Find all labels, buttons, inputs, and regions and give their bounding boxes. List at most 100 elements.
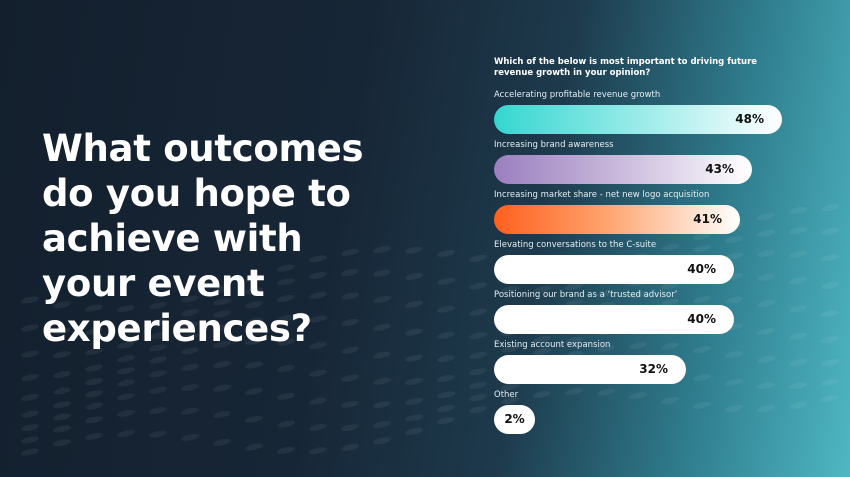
wave-dash bbox=[277, 294, 295, 302]
wave-dash bbox=[373, 420, 391, 428]
wave-dash bbox=[725, 404, 743, 412]
wave-dash bbox=[565, 388, 583, 396]
wave-dash bbox=[629, 291, 647, 299]
wave-dash bbox=[149, 332, 167, 340]
wave-dash bbox=[181, 407, 199, 415]
wave-dash bbox=[789, 277, 807, 285]
bar-category-label: Positioning our brand as a ‘trusted advi… bbox=[494, 290, 678, 300]
wave-dash bbox=[53, 327, 71, 335]
wave-dash bbox=[469, 406, 487, 414]
wave-dash bbox=[117, 305, 135, 313]
wave-dash bbox=[21, 374, 39, 382]
wave-dash bbox=[821, 359, 839, 367]
wave-dash bbox=[693, 296, 711, 304]
wave-dash bbox=[565, 282, 583, 290]
wave-dash bbox=[149, 430, 167, 438]
wave-dash bbox=[469, 254, 487, 262]
wave-dash bbox=[53, 413, 71, 421]
bar-item: Accelerating profitable revenue growth 48… bbox=[494, 90, 794, 140]
bar-value-label: 48% bbox=[735, 112, 764, 126]
wave-dash bbox=[757, 250, 775, 258]
wave-dash bbox=[469, 368, 487, 376]
bar: 43% bbox=[494, 155, 752, 184]
wave-dash bbox=[789, 250, 807, 258]
wave-dash bbox=[341, 443, 359, 451]
wave-dash bbox=[213, 340, 231, 348]
wave-dash bbox=[53, 387, 71, 395]
bar-item: Elevating conversations to the C-suite 40… bbox=[494, 240, 794, 290]
bar-value-label: 43% bbox=[705, 162, 734, 176]
wave-dash bbox=[469, 332, 487, 340]
wave-dash bbox=[437, 417, 455, 425]
wave-dash bbox=[181, 333, 199, 341]
wave-dash bbox=[149, 356, 167, 364]
wave-dash bbox=[757, 328, 775, 336]
wave-dash bbox=[341, 400, 359, 408]
wave-dash bbox=[245, 415, 263, 423]
wave-dash bbox=[725, 296, 743, 304]
wave-dash bbox=[85, 378, 103, 386]
wave-dash bbox=[245, 387, 263, 395]
wave-dash bbox=[309, 341, 327, 349]
wave-dash bbox=[501, 397, 519, 405]
wave-dash bbox=[277, 264, 295, 272]
wave-dash bbox=[149, 302, 167, 310]
wave-dash bbox=[309, 255, 327, 263]
wave-dash bbox=[821, 395, 839, 403]
wave-dash bbox=[661, 298, 679, 306]
wave-dash bbox=[405, 300, 423, 308]
wave-dash bbox=[85, 390, 103, 398]
wave-dash bbox=[117, 325, 135, 333]
wave-dash bbox=[629, 392, 647, 400]
wave-dash bbox=[341, 269, 359, 276]
wave-dash bbox=[21, 394, 39, 402]
wave-dash bbox=[533, 348, 551, 356]
wave-dash bbox=[21, 424, 39, 432]
wave-dash bbox=[405, 414, 423, 422]
wave-dash bbox=[405, 328, 423, 336]
wave-dash bbox=[21, 410, 39, 418]
wave-dash bbox=[341, 318, 359, 326]
wave-dash bbox=[757, 213, 775, 221]
wave-dash bbox=[373, 269, 391, 277]
wave-dash bbox=[821, 254, 839, 262]
wave-dash bbox=[21, 448, 39, 456]
wave-dash bbox=[341, 292, 359, 300]
wave-dash bbox=[661, 342, 679, 350]
wave-dash bbox=[789, 382, 807, 390]
wave-dash bbox=[149, 386, 167, 394]
wave-dash bbox=[309, 292, 327, 299]
wave-dash bbox=[693, 233, 711, 241]
wave-dash bbox=[213, 438, 231, 446]
wave-dash bbox=[213, 310, 231, 318]
wave-dash bbox=[693, 346, 711, 354]
bar-category-label: Existing account expansion bbox=[494, 340, 611, 350]
wave-dash bbox=[181, 384, 199, 391]
wave-dash bbox=[117, 367, 135, 375]
bar-value-label: 41% bbox=[693, 212, 722, 226]
wave-dash bbox=[533, 286, 551, 294]
bar-value-label: 2% bbox=[504, 412, 525, 426]
wave-dash bbox=[757, 229, 775, 237]
wave-dash bbox=[53, 425, 71, 433]
wave-dash bbox=[789, 401, 807, 409]
wave-dash bbox=[597, 344, 615, 352]
wave-dash bbox=[821, 335, 839, 343]
wave-dash bbox=[597, 388, 615, 396]
wave-dash bbox=[469, 394, 487, 402]
wave-dash bbox=[245, 287, 263, 295]
wave-dash bbox=[533, 335, 551, 343]
bar-chart: Accelerating profitable revenue growth 48… bbox=[494, 90, 794, 440]
wave-dash bbox=[341, 248, 359, 256]
wave-dash bbox=[373, 351, 391, 359]
wave-dash bbox=[149, 318, 167, 326]
wave-dash bbox=[85, 328, 103, 336]
wave-dash bbox=[85, 432, 103, 440]
wave-dash bbox=[469, 351, 487, 359]
wave-dash bbox=[789, 227, 807, 235]
wave-dash bbox=[373, 323, 391, 331]
wave-dash bbox=[437, 355, 455, 363]
bar-category-label: Increasing brand awareness bbox=[494, 140, 614, 150]
wave-dash bbox=[181, 347, 199, 355]
wave-dash bbox=[789, 332, 807, 340]
